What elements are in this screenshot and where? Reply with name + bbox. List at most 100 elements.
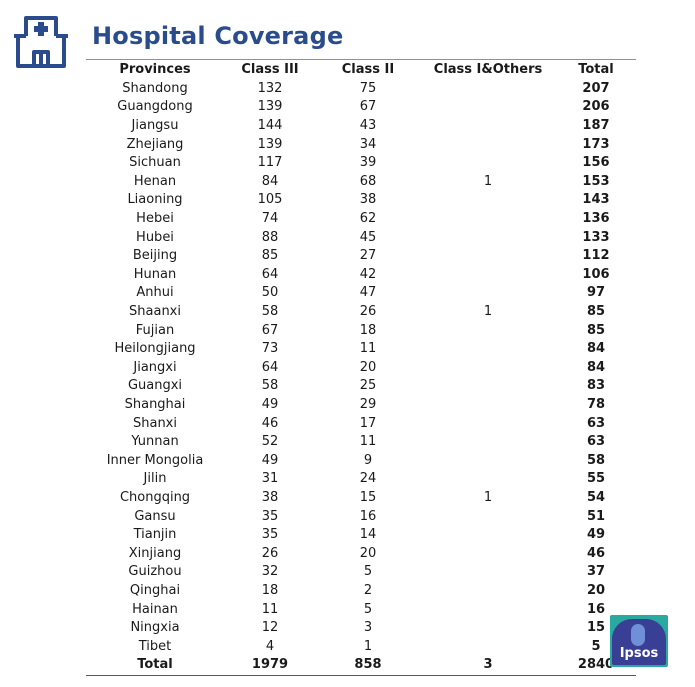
- title-divider: [86, 59, 636, 60]
- class-i-others-cell: [420, 526, 556, 545]
- class-i-others-cell: [420, 507, 556, 526]
- table-row: Hubei 88 45 133: [86, 228, 636, 247]
- total-cell: 84: [586, 359, 606, 375]
- class-i-others-cell: [420, 396, 556, 415]
- class-ii-cell: 26: [359, 304, 377, 320]
- grand-total-class-ii-cell: 858: [316, 656, 420, 676]
- class-iii-cell: 38: [261, 489, 279, 505]
- class-i-others-cell: [420, 377, 556, 396]
- class-ii-cell: 43: [359, 118, 377, 134]
- class-iii-cell: 67: [261, 322, 279, 338]
- class-i-others-cell: [420, 284, 556, 303]
- class-ii-cell: 5: [363, 564, 373, 580]
- province-cell: Hainan: [132, 601, 178, 617]
- table-row: Fujian 67 18 85: [86, 321, 636, 340]
- table-row: Inner Mongolia 49 9 58: [86, 451, 636, 470]
- page-title: Hospital Coverage: [92, 22, 344, 50]
- class-ii-cell: 20: [359, 545, 377, 561]
- total-cell: 187: [582, 118, 610, 134]
- table-row: Jilin 31 24 55: [86, 470, 636, 489]
- province-cell: Jiangxi: [133, 359, 177, 375]
- ipsos-logo-text: Ipsos: [619, 646, 659, 661]
- class-iii-cell: 18: [261, 582, 279, 598]
- class-iii-cell: 35: [261, 527, 279, 543]
- total-cell: 133: [582, 229, 610, 245]
- class-i-others-cell: 1: [483, 489, 493, 505]
- class-iii-cell: 74: [261, 211, 279, 227]
- table-row: Guangdong 139 67 206: [86, 98, 636, 117]
- total-cell: 37: [586, 564, 606, 580]
- table-row: Shaanxi 58 26 1 85: [86, 303, 636, 322]
- province-cell: Qinghai: [129, 582, 181, 598]
- total-cell: 63: [586, 415, 606, 431]
- class-iii-cell: 144: [257, 118, 283, 134]
- total-cell: 63: [586, 434, 606, 450]
- class-ii-cell: 25: [359, 378, 377, 394]
- table-row: Heilongjiang 73 11 84: [86, 340, 636, 359]
- class-iii-cell: 31: [261, 471, 279, 487]
- table-header-row: Provinces Class III Class II Class I&Oth…: [86, 61, 636, 80]
- total-cell: 51: [586, 508, 606, 524]
- total-cell: 156: [582, 155, 610, 171]
- table-row: Henan 84 68 1 153: [86, 173, 636, 192]
- class-i-others-cell: [420, 470, 556, 489]
- class-i-others-cell: [420, 582, 556, 601]
- class-iii-cell: 32: [261, 564, 279, 580]
- province-cell: Hubei: [136, 229, 174, 245]
- class-iii-cell: 85: [261, 248, 279, 264]
- class-i-others-cell: [420, 544, 556, 563]
- class-ii-cell: 5: [363, 601, 373, 617]
- table-row: Shanxi 46 17 63: [86, 414, 636, 433]
- total-cell: 206: [582, 99, 610, 115]
- table-row: Tibet 4 1 5: [86, 637, 636, 656]
- class-i-others-cell: [420, 247, 556, 266]
- class-ii-cell: 68: [359, 173, 377, 189]
- table-row: Tianjin 35 14 49: [86, 526, 636, 545]
- total-cell: 153: [582, 173, 610, 189]
- class-i-others-cell: 1: [483, 304, 493, 320]
- class-i-others-cell: [420, 135, 556, 154]
- province-cell: Hunan: [133, 266, 177, 282]
- class-i-others-cell: [420, 451, 556, 470]
- class-iii-cell: 139: [257, 136, 283, 152]
- table-row: Yunnan 52 11 63: [86, 433, 636, 452]
- table-row: Gansu 35 16 51: [86, 507, 636, 526]
- class-ii-cell: 38: [359, 192, 377, 208]
- province-cell: Inner Mongolia: [106, 452, 204, 468]
- class-ii-cell: 67: [359, 99, 377, 115]
- table-row: Hainan 11 5 16: [86, 600, 636, 619]
- class-i-others-cell: [420, 98, 556, 117]
- class-ii-cell: 24: [359, 471, 377, 487]
- total-cell: 85: [586, 322, 606, 338]
- table-row: Sichuan 117 39 156: [86, 154, 636, 173]
- table-body: Shandong 132 75 207 Guangdong 139 67 206 Jiangsu…: [86, 80, 636, 676]
- class-i-others-cell: [420, 619, 556, 638]
- class-iii-cell: 64: [261, 266, 279, 282]
- table-row: Jiangsu 144 43 187: [86, 117, 636, 136]
- table-row: Zhejiang 139 34 173: [86, 135, 636, 154]
- class-iii-cell: 58: [261, 304, 279, 320]
- class-i-others-cell: [420, 266, 556, 285]
- province-cell: Gansu: [134, 508, 176, 524]
- class-iii-cell: 4: [265, 638, 275, 654]
- table-row: Qinghai 18 2 20: [86, 582, 636, 601]
- class-ii-cell: 3: [363, 620, 373, 636]
- table-row: Beijing 85 27 112: [86, 247, 636, 266]
- column-header-class-i-others: Class I&Others: [433, 62, 543, 78]
- class-i-others-cell: [420, 210, 556, 229]
- total-cell: 5: [591, 638, 601, 654]
- column-header-provinces: Provinces: [119, 62, 191, 78]
- class-ii-cell: 39: [359, 155, 377, 171]
- province-cell: Chongqing: [119, 489, 191, 505]
- class-ii-cell: 29: [359, 396, 377, 412]
- class-i-others-cell: [420, 563, 556, 582]
- province-cell: Jiangsu: [131, 118, 179, 134]
- class-ii-cell: 11: [359, 434, 377, 450]
- total-cell: 173: [582, 136, 610, 152]
- class-ii-cell: 2: [363, 582, 373, 598]
- total-cell: 83: [586, 378, 606, 394]
- class-iii-cell: 84: [261, 173, 279, 189]
- class-i-others-cell: [420, 414, 556, 433]
- class-ii-cell: 14: [359, 527, 377, 543]
- class-iii-cell: 139: [257, 99, 283, 115]
